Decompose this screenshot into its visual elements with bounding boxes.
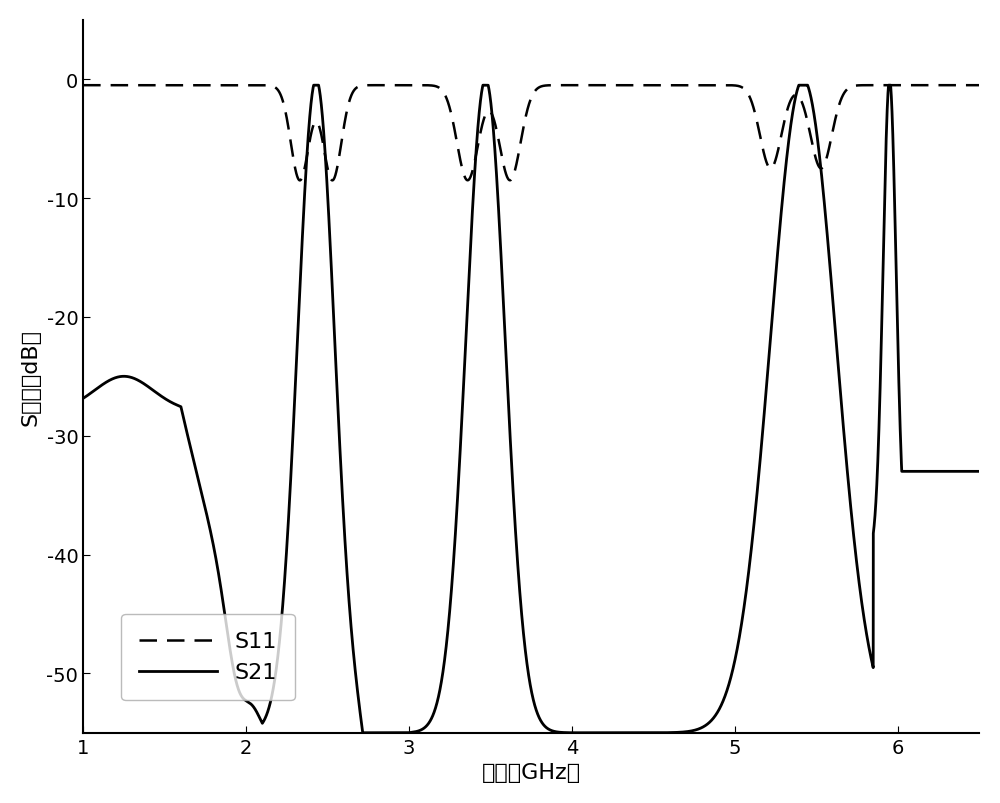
S21 (973, 467, 985, 476)
S21 (402, 728, 414, 738)
X-axis label: 频率（GHz）: 频率（GHz） (482, 762, 581, 782)
S11 (326, 177, 338, 186)
S11 (122, 81, 134, 91)
S21 (608, 728, 620, 738)
S11 (973, 81, 985, 91)
S21 (122, 373, 134, 382)
S21 (77, 394, 89, 404)
S11 (77, 81, 89, 91)
Line: S21: S21 (83, 86, 979, 733)
S11 (647, 81, 659, 91)
Legend: S11, S21: S11, S21 (121, 613, 295, 700)
Y-axis label: S参数（dB）: S参数（dB） (21, 328, 41, 426)
S21 (742, 576, 754, 585)
S21 (647, 728, 659, 738)
S21 (789, 94, 801, 104)
S11 (789, 91, 801, 100)
S11 (607, 81, 619, 91)
Line: S11: S11 (83, 86, 979, 181)
S11 (742, 89, 754, 99)
S21 (357, 728, 369, 738)
S21 (308, 81, 320, 91)
S11 (402, 81, 414, 91)
